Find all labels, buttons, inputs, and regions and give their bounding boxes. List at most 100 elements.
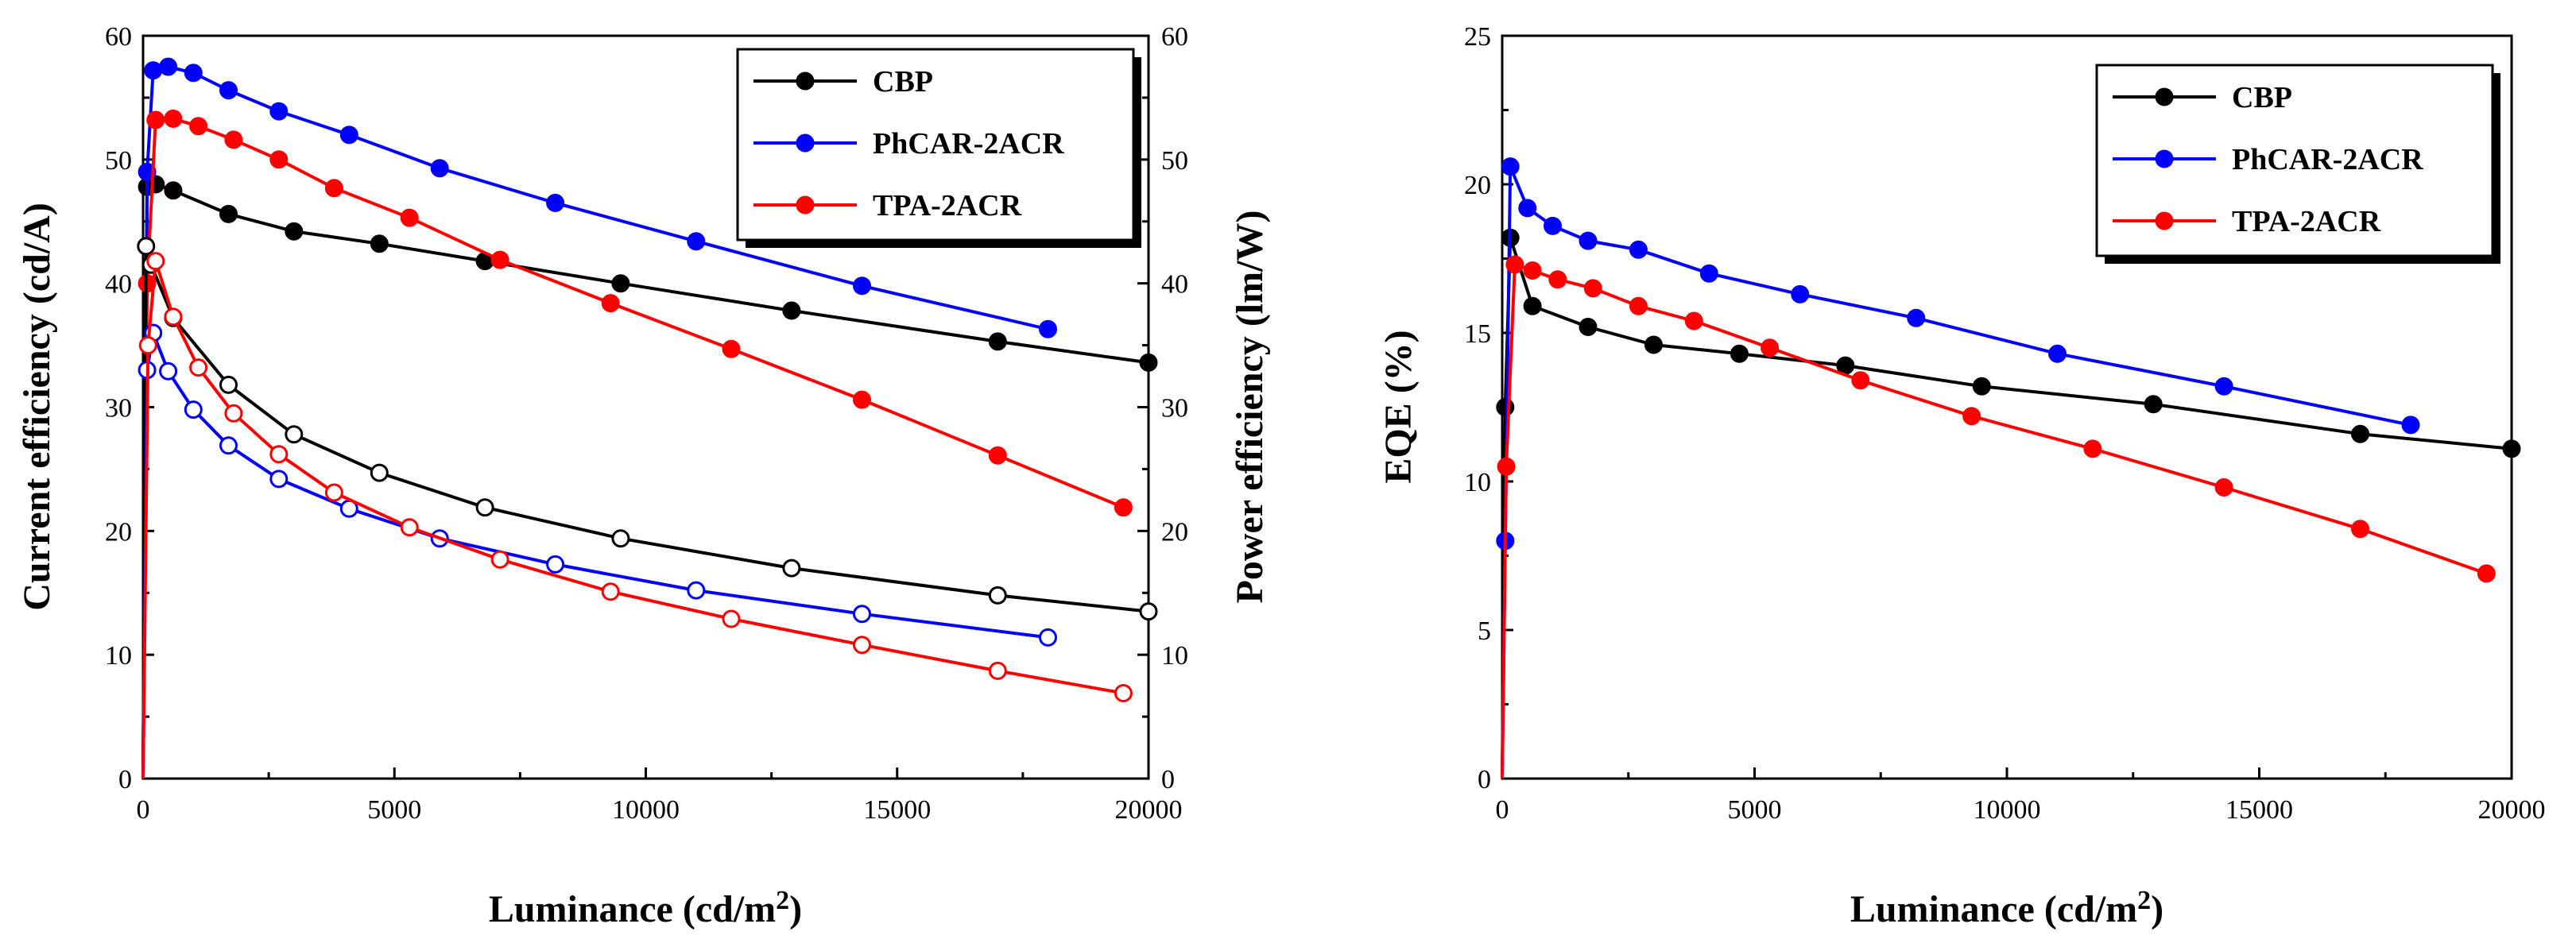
y-tick-label: 0 xyxy=(118,765,132,794)
data-point-phcar-2acr-left xyxy=(138,162,157,181)
data-point-cbp-left xyxy=(988,332,1007,351)
series-cbp xyxy=(1496,228,2521,779)
data-point-tpa-2acr-right xyxy=(269,445,289,464)
data-point-cbp-right xyxy=(475,498,494,517)
data-point-tpa-2acr-left xyxy=(189,117,208,136)
data-point-cbp xyxy=(1836,356,1855,375)
y2-axis-title: Power efficiency (lm/W) xyxy=(1229,211,1271,604)
data-point-tpa-2acr xyxy=(1962,407,1981,426)
data-point-tpa-2acr-left xyxy=(324,179,343,198)
current-power-efficiency-chart: 0 5000 10000 15000 20000 0 10 20 30 40 50 60 0 10 20… xyxy=(16,22,1271,930)
x-axis-title: Luminance (cd/m2) xyxy=(489,886,802,930)
x-axis-ticks: 0 5000 10000 15000 20000 xyxy=(1496,767,2546,825)
series-tpa-2acr xyxy=(1497,255,2496,779)
legend-marker-phcar xyxy=(2155,149,2174,168)
y2-tick-label: 20 xyxy=(1161,517,1188,547)
data-point-tpa-2acr-left xyxy=(601,294,620,313)
data-point-cbp-right xyxy=(1139,602,1158,621)
y-tick-label: 40 xyxy=(105,270,132,300)
data-point-phcar-2acr xyxy=(1544,216,1562,235)
data-point-tpa-2acr-left xyxy=(1114,498,1133,517)
data-point-phcar-2acr-left xyxy=(430,159,449,178)
data-point-phcar-2acr-right xyxy=(546,555,565,574)
legend: CBP PhCAR-2ACR TPA-2ACR xyxy=(2095,64,2500,264)
data-point-phcar-2acr-left xyxy=(1039,319,1057,338)
data-point-phcar-2acr-left xyxy=(853,276,871,296)
data-point-tpa-2acr xyxy=(1548,270,1567,289)
series-group xyxy=(1496,157,2521,779)
legend-marker-phcar xyxy=(796,133,815,153)
data-point-cbp-right xyxy=(285,425,304,444)
data-point-tpa-2acr-right xyxy=(601,582,620,601)
data-point-cbp-left xyxy=(370,234,389,253)
data-point-phcar-2acr xyxy=(1791,284,1810,303)
series-tpa-2acr-left xyxy=(138,109,1133,779)
data-point-cbp-right xyxy=(988,586,1007,605)
data-point-phcar-2acr xyxy=(2401,416,2420,435)
data-point-tpa-2acr xyxy=(1629,296,1648,315)
y-tick-label: 10 xyxy=(1464,468,1491,497)
data-point-phcar-2acr-left xyxy=(219,81,238,100)
data-point-tpa-2acr xyxy=(1497,457,1516,476)
x-tick-label: 0 xyxy=(137,795,150,825)
y-tick-label: 0 xyxy=(1478,765,1491,794)
series-phcar-2acr xyxy=(1496,157,2420,779)
data-point-tpa-2acr xyxy=(2083,439,2102,458)
data-point-phcar-2acr xyxy=(1699,264,1718,283)
y-tick-label: 10 xyxy=(105,641,132,671)
x-tick-label: 15000 xyxy=(863,795,931,825)
y-axis-title: Current efficiency (cd/A) xyxy=(16,203,58,611)
data-point-phcar-2acr xyxy=(1579,231,1598,250)
data-point-tpa-2acr-left xyxy=(722,339,741,358)
y-tick-label: 60 xyxy=(105,22,132,52)
data-point-phcar-2acr-right xyxy=(687,581,706,600)
legend-label-cbp: CBP xyxy=(873,65,933,99)
y-tick-label: 50 xyxy=(105,146,132,176)
x-tick-label: 15000 xyxy=(2225,795,2293,825)
data-point-tpa-2acr xyxy=(1505,255,1524,274)
legend-label-tpa: TPA-2ACR xyxy=(873,189,1022,222)
data-point-phcar-2acr xyxy=(2048,344,2067,363)
data-point-phcar-2acr-right xyxy=(1039,628,1057,647)
data-point-tpa-2acr-right xyxy=(138,336,157,355)
series-line-cbp xyxy=(1501,236,2512,779)
data-point-tpa-2acr xyxy=(1851,371,1870,390)
series-line-cbp-right xyxy=(141,244,1149,779)
legend: CBP PhCAR-2ACR TPA-2ACR xyxy=(736,48,1141,248)
data-point-phcar-2acr-left xyxy=(546,193,565,212)
y-axis-ticks: 0 5 10 15 20 25 xyxy=(1464,22,1513,794)
series-group xyxy=(137,57,1158,779)
legend-marker-tpa xyxy=(796,195,815,215)
x-tick-label: 20000 xyxy=(1115,795,1183,825)
legend-marker-cbp xyxy=(2155,87,2174,106)
legend-label-phcar: PhCAR-2ACR xyxy=(873,127,1064,160)
legend-marker-tpa xyxy=(2155,211,2174,230)
y-tick-label: 20 xyxy=(105,517,132,547)
x-tick-label: 10000 xyxy=(1974,795,2041,825)
y-tick-label: 15 xyxy=(1464,319,1491,349)
y2-tick-label: 30 xyxy=(1161,394,1188,423)
data-point-phcar-2acr xyxy=(1907,308,1926,327)
data-point-cbp-right xyxy=(782,559,801,578)
data-point-cbp-right xyxy=(219,375,238,394)
data-point-tpa-2acr-left xyxy=(146,110,165,129)
data-point-tpa-2acr-left xyxy=(988,446,1007,465)
legend-label-phcar: PhCAR-2ACR xyxy=(2232,143,2423,176)
x-tick-label: 5000 xyxy=(1728,795,1782,825)
data-point-tpa-2acr-right xyxy=(400,518,419,537)
x-tick-label: 20000 xyxy=(2478,795,2546,825)
series-cbp-left xyxy=(138,175,1158,779)
data-point-tpa-2acr-right xyxy=(1114,684,1133,702)
data-point-tpa-2acr-right xyxy=(490,550,509,569)
data-point-cbp xyxy=(1644,335,1663,354)
data-point-cbp-left xyxy=(164,181,183,200)
data-point-cbp xyxy=(1496,398,1515,416)
data-point-cbp-left xyxy=(219,204,238,223)
data-point-phcar-2acr-left xyxy=(184,64,203,83)
data-point-phcar-2acr-left xyxy=(159,57,178,76)
series-line-cbp-left xyxy=(141,183,1149,779)
data-point-cbp xyxy=(2144,395,2163,414)
data-point-phcar-2acr-right xyxy=(159,361,178,381)
series-phcar-2acr-right xyxy=(138,323,1057,779)
data-point-tpa-2acr-left xyxy=(164,109,183,128)
